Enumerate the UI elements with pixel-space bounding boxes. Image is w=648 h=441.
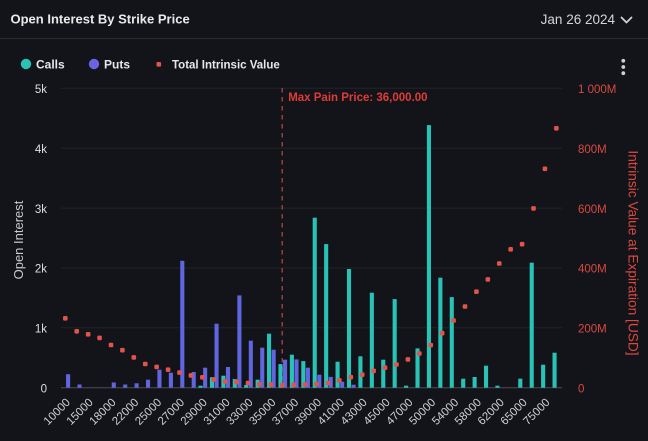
svg-text:800M: 800M [578, 144, 607, 156]
svg-text:1 000M: 1 000M [578, 84, 616, 96]
svg-text:5k: 5k [35, 84, 47, 96]
svg-text:Open Interest By Strike Price: Open Interest By Strike Price [11, 12, 190, 27]
svg-text:Open Interest: Open Interest [11, 200, 26, 279]
svg-text:Intrinsic Value at Expiration: Intrinsic Value at Expiration [USD] [625, 150, 640, 355]
svg-text:600M: 600M [578, 204, 607, 216]
svg-text:4k: 4k [35, 144, 47, 156]
svg-text:Max Pain Price: 36,000.00: Max Pain Price: 36,000.00 [288, 92, 427, 104]
svg-text:Puts: Puts [104, 58, 130, 72]
svg-text:Total Intrinsic Value: Total Intrinsic Value [172, 60, 280, 72]
svg-text:Jan 26 2024: Jan 26 2024 [541, 12, 616, 27]
svg-text:0: 0 [41, 384, 47, 396]
svg-text:400M: 400M [578, 264, 607, 276]
svg-text:Calls: Calls [36, 58, 65, 72]
svg-text:1k: 1k [35, 324, 47, 336]
svg-text:2k: 2k [35, 264, 47, 276]
svg-text:3k: 3k [35, 204, 47, 216]
svg-text:200M: 200M [578, 324, 607, 336]
svg-text:0: 0 [578, 384, 584, 396]
